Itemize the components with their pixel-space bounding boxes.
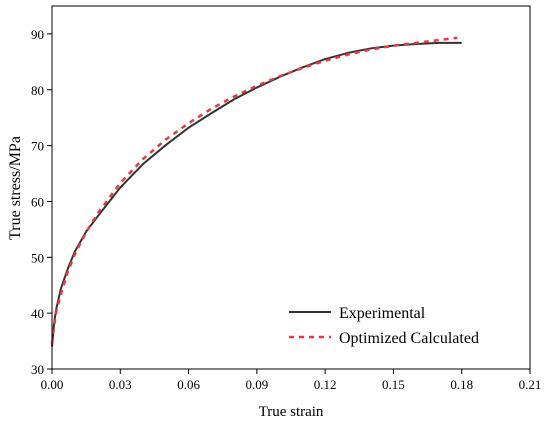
x-tick-label: 0.06 (177, 377, 200, 392)
x-tick-label: 0.15 (382, 377, 405, 392)
y-tick-label: 50 (31, 250, 44, 265)
y-tick-label: 30 (31, 362, 44, 377)
y-tick-label: 90 (31, 27, 44, 42)
y-tick-label: 70 (31, 139, 44, 154)
x-tick-label: 0.09 (245, 377, 268, 392)
x-axis-label: True strain (259, 404, 324, 420)
x-tick-label: 0.12 (314, 377, 337, 392)
legend-label-optimized-calculated: Optimized Calculated (339, 330, 479, 347)
y-tick-label: 60 (31, 194, 44, 209)
plot-frame (51, 5, 531, 370)
plot-area (50, 36, 462, 347)
legend-label-experimental: Experimental (339, 305, 426, 322)
legend: Experimental Optimized Calculated (289, 305, 479, 347)
x-tick-label: 0.03 (109, 377, 132, 392)
y-tick-label: 80 (31, 83, 44, 98)
y-axis-label: True stress/MPa (7, 136, 24, 240)
x-tick-label: 0.21 (519, 377, 542, 392)
y-axis: 30 40 50 60 70 80 90 (31, 27, 52, 377)
x-tick-label: 0.00 (41, 377, 64, 392)
y-tick-label: 40 (31, 306, 44, 321)
series-line-optimized-calculated (50, 36, 458, 345)
x-tick-label: 0.18 (450, 377, 473, 392)
x-axis: 0.00 0.03 0.06 0.09 0.12 0.15 0.18 0.21 (41, 369, 542, 392)
